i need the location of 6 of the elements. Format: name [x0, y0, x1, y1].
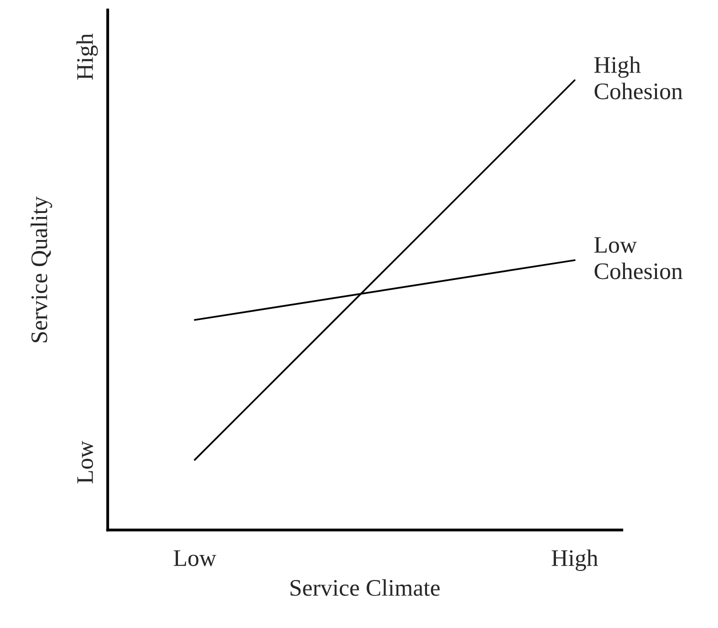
- y-axis-title: Service Quality: [30, 196, 52, 342]
- x-axis-title: Service Climate: [290, 579, 440, 596]
- text: High: [76, 34, 98, 80]
- series-label: High Cohesion: [594, 56, 683, 100]
- text: Low: [77, 440, 94, 484]
- series-label: Low Cohesion: [594, 237, 683, 280]
